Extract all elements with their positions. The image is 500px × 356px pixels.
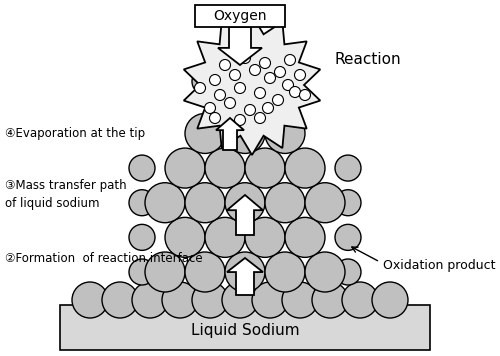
Circle shape	[224, 98, 235, 109]
Circle shape	[129, 259, 155, 285]
Polygon shape	[216, 118, 244, 150]
Circle shape	[225, 183, 265, 223]
Circle shape	[220, 59, 230, 70]
Circle shape	[210, 112, 220, 124]
Circle shape	[265, 114, 305, 153]
Circle shape	[274, 67, 285, 78]
Circle shape	[185, 114, 225, 153]
Circle shape	[264, 73, 276, 84]
Polygon shape	[184, 15, 320, 155]
Circle shape	[305, 183, 345, 223]
Bar	[195, 5, 285, 27]
Circle shape	[305, 252, 345, 292]
Circle shape	[245, 79, 285, 119]
Circle shape	[335, 190, 361, 216]
Circle shape	[284, 54, 296, 66]
Circle shape	[230, 69, 240, 80]
Circle shape	[192, 282, 228, 318]
Circle shape	[165, 218, 205, 257]
Text: Oxygen: Oxygen	[213, 9, 267, 23]
Circle shape	[145, 252, 185, 292]
Circle shape	[185, 183, 225, 223]
Circle shape	[254, 88, 266, 99]
Bar	[60, 305, 430, 350]
Polygon shape	[218, 27, 262, 65]
Circle shape	[192, 68, 218, 94]
Circle shape	[132, 282, 168, 318]
Circle shape	[342, 282, 378, 318]
Circle shape	[129, 224, 155, 250]
Circle shape	[262, 103, 274, 114]
Circle shape	[245, 218, 285, 257]
Text: ④Evaporation at the tip: ④Evaporation at the tip	[5, 126, 145, 140]
Circle shape	[214, 89, 226, 100]
Circle shape	[222, 282, 258, 318]
Circle shape	[129, 190, 155, 216]
Circle shape	[252, 68, 278, 94]
Circle shape	[252, 282, 288, 318]
Circle shape	[245, 148, 285, 188]
Circle shape	[162, 282, 198, 318]
Circle shape	[285, 148, 325, 188]
Circle shape	[272, 94, 283, 105]
Circle shape	[234, 83, 246, 94]
Circle shape	[285, 218, 325, 257]
Circle shape	[335, 259, 361, 285]
Circle shape	[194, 83, 205, 94]
Text: ③Mass transfer path
of liquid sodium: ③Mass transfer path of liquid sodium	[5, 179, 126, 210]
Circle shape	[129, 155, 155, 181]
Circle shape	[205, 148, 245, 188]
Circle shape	[312, 282, 348, 318]
Circle shape	[282, 282, 318, 318]
Circle shape	[335, 155, 361, 181]
Circle shape	[102, 282, 138, 318]
Circle shape	[335, 224, 361, 250]
Circle shape	[290, 87, 300, 98]
Circle shape	[260, 58, 270, 68]
Circle shape	[205, 79, 245, 119]
Circle shape	[145, 183, 185, 223]
Circle shape	[205, 218, 245, 257]
Circle shape	[282, 79, 294, 90]
Polygon shape	[227, 195, 263, 235]
Text: Liquid Sodium: Liquid Sodium	[190, 323, 300, 337]
Circle shape	[72, 282, 108, 318]
Circle shape	[210, 74, 220, 85]
Text: ②Formation  of reaction interface: ②Formation of reaction interface	[5, 251, 202, 265]
Circle shape	[204, 103, 216, 114]
Circle shape	[265, 252, 305, 292]
Circle shape	[185, 252, 225, 292]
Circle shape	[372, 282, 408, 318]
Circle shape	[300, 89, 310, 100]
Circle shape	[244, 105, 256, 115]
Circle shape	[225, 252, 265, 292]
Circle shape	[265, 183, 305, 223]
Circle shape	[254, 112, 266, 124]
Polygon shape	[227, 258, 263, 295]
Text: Oxidation product: Oxidation product	[383, 258, 496, 272]
Text: Reaction: Reaction	[335, 52, 402, 68]
Circle shape	[234, 115, 246, 126]
Circle shape	[225, 114, 265, 153]
Circle shape	[165, 148, 205, 188]
Circle shape	[294, 69, 306, 80]
Circle shape	[250, 64, 260, 75]
Circle shape	[240, 52, 250, 63]
